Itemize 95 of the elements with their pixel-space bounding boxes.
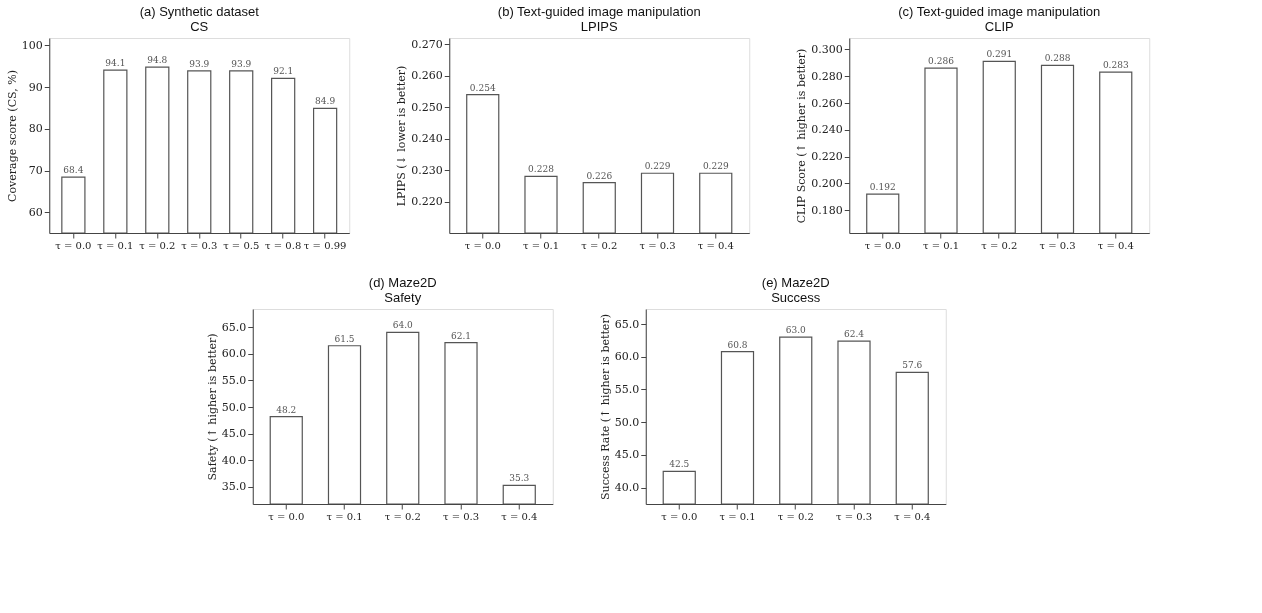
data-label: 94.8 [147, 55, 168, 66]
x-tick-label: τ = 0.4 [501, 510, 538, 522]
chart-title: (c) Text-guided image manipulation CLIP [898, 4, 1101, 34]
x-tick-label: τ = 0.8 [265, 239, 302, 251]
data-label: 0.286 [928, 56, 955, 67]
y-tick-label: 65.0 [614, 317, 640, 331]
x-tick-label: τ = 0.3 [835, 510, 873, 522]
x-tick-label: τ = 0.1 [522, 239, 560, 251]
x-tick-label: τ = 0.4 [697, 239, 734, 251]
x-tick-label: τ = 0.3 [639, 239, 676, 251]
y-axis-title: Coverage score (CS, %) [5, 70, 19, 202]
y-axis-title: CLIP Score (↑ higher is better) [795, 48, 809, 224]
y-tick-label: 0.300 [811, 42, 843, 56]
data-label: 0.254 [469, 82, 496, 93]
y-tick-label: 0.220 [411, 195, 443, 209]
x-tick-label: τ = 0.1 [326, 510, 363, 522]
data-label: 35.3 [509, 473, 530, 484]
data-label: 93.9 [189, 58, 210, 69]
y-tick-label: 60 [28, 205, 43, 219]
y-tick-label: 0.240 [811, 123, 843, 137]
data-label: 84.9 [315, 96, 336, 107]
x-tick-label: τ = 0.3 [442, 510, 480, 522]
y-tick-label: 50.0 [614, 415, 640, 429]
y-axis-title: LPIPS (↓ lower is better) [395, 65, 409, 207]
x-tick-label: τ = 0.3 [181, 239, 218, 251]
x-tick-label: τ = 0.3 [1039, 239, 1076, 251]
x-tick-label: τ = 0.4 [1097, 239, 1134, 251]
data-label: 94.1 [105, 58, 126, 69]
y-tick-label: 0.220 [811, 150, 843, 164]
x-tick-label: τ = 0.2 [777, 510, 814, 522]
x-tick-label: τ = 0.5 [223, 239, 260, 251]
y-tick-label: 0.270 [411, 37, 443, 51]
y-tick-label: 0.180 [811, 203, 843, 217]
y-tick-label: 50.0 [221, 400, 247, 414]
y-tick-label: 80 [28, 122, 43, 136]
data-label: 0.228 [528, 164, 555, 175]
x-tick-label: τ = 0.0 [464, 239, 501, 251]
data-label: 92.1 [273, 66, 294, 77]
data-label: 63.0 [785, 325, 807, 336]
y-tick-label: 40.0 [614, 481, 640, 495]
data-label: 0.229 [644, 161, 671, 172]
x-tick-label: τ = 0.0 [268, 510, 305, 522]
x-tick-label: τ = 0.2 [981, 239, 1018, 251]
y-tick-label: 55.0 [614, 382, 640, 396]
x-tick-label: τ = 0.4 [894, 510, 931, 522]
y-tick-label: 45.0 [221, 427, 247, 441]
x-tick-label: τ = 0.1 [97, 239, 134, 251]
x-tick-label: τ = 0.0 [55, 239, 92, 251]
data-label: 60.8 [727, 339, 748, 350]
y-tick-label: 0.200 [811, 176, 843, 190]
data-label: 64.0 [392, 320, 414, 331]
chart-title: (a) Synthetic dataset CS [139, 4, 260, 34]
data-label: 0.291 [986, 49, 1013, 60]
y-tick-label: 90 [28, 80, 43, 94]
y-tick-label: 0.240 [411, 132, 443, 146]
data-label: 62.1 [450, 330, 472, 341]
y-tick-label: 0.260 [811, 96, 843, 110]
data-label: 48.2 [276, 404, 297, 415]
y-tick-label: 55.0 [221, 373, 247, 387]
data-label: 93.9 [231, 58, 252, 69]
data-label: 68.4 [63, 165, 84, 176]
y-tick-label: 40.0 [221, 453, 247, 467]
y-tick-label: 45.0 [614, 448, 640, 462]
data-label: 0.226 [586, 170, 613, 181]
x-tick-label: τ = 0.0 [661, 510, 698, 522]
data-label: 57.6 [902, 360, 923, 371]
data-label: 0.283 [1102, 60, 1129, 71]
x-tick-label: τ = 0.2 [581, 239, 618, 251]
chart-title: (e) Maze2D Success [761, 275, 830, 305]
y-axis-title: Success Rate (↑ higher is better) [598, 314, 612, 500]
y-tick-label: 60.0 [221, 347, 247, 361]
data-label: 0.288 [1044, 53, 1071, 64]
data-label: 0.229 [702, 161, 729, 172]
data-label: 42.5 [669, 459, 690, 470]
x-tick-label: τ = 0.0 [864, 239, 901, 251]
x-tick-label: τ = 0.2 [384, 510, 421, 522]
chart-title: (d) Maze2D Safety [368, 275, 437, 305]
y-tick-label: 0.250 [411, 100, 443, 114]
data-label: 61.5 [334, 333, 355, 344]
x-tick-label: τ = 0.1 [922, 239, 960, 251]
y-tick-label: 0.280 [811, 69, 843, 83]
data-label: 0.192 [869, 182, 896, 193]
y-tick-label: 100 [21, 39, 43, 52]
x-tick-label: τ = 0.1 [719, 510, 756, 522]
y-tick-label: 65.0 [221, 320, 247, 334]
y-tick-label: 70 [28, 164, 43, 177]
y-tick-label: 0.230 [411, 163, 443, 177]
data-label: 62.4 [843, 329, 865, 340]
y-tick-label: 0.260 [411, 69, 443, 83]
x-tick-label: τ = 0.2 [139, 239, 176, 251]
y-tick-label: 35.0 [221, 480, 247, 494]
y-axis-title: Safety (↑ higher is better) [205, 333, 219, 481]
chart-title: (b) Text-guided image manipulation LPIPS [497, 4, 701, 34]
y-tick-label: 60.0 [614, 350, 640, 364]
x-tick-label: τ = 0.99 [303, 239, 347, 251]
